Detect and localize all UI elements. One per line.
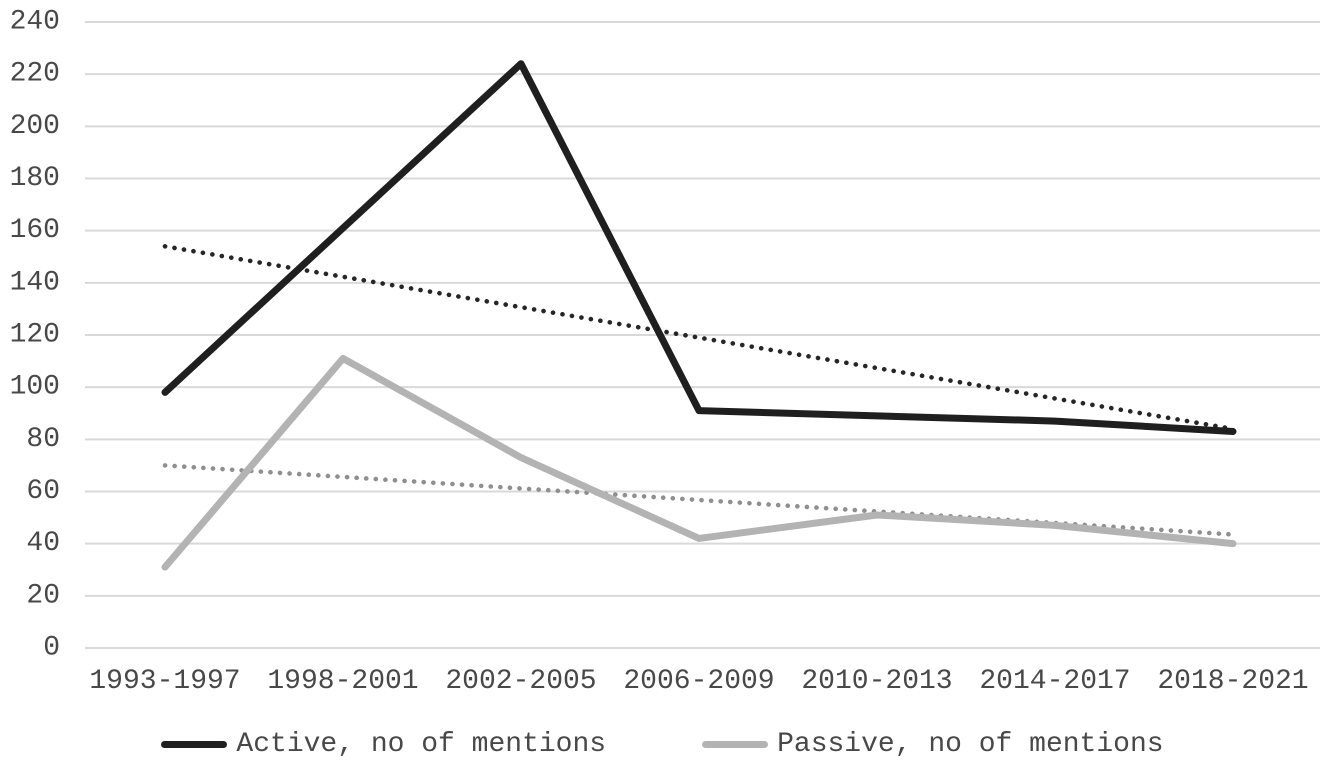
y-tick-label: 100 [10,372,60,403]
x-tick-label: 1998-2001 [267,666,418,697]
chart-plot-area: 0 20 40 60 80 100 120 140 160 180 200 220 240 1993-1… [10,7,1320,697]
x-tick-label: 1993-1997 [89,666,240,697]
legend-label-active: Active, no of mentions [236,728,607,760]
y-tick-label: 220 [10,59,60,90]
y-tick-label: 160 [10,215,60,246]
series-line-active [161,60,1237,436]
trendline-active [162,244,1236,432]
y-tick-label: 0 [43,633,60,664]
series-lines [161,60,1237,571]
legend: Active, no of mentions Passive, no of me… [0,724,1325,764]
x-tick-label: 2006-2009 [623,666,774,697]
y-tick-label: 140 [10,267,60,298]
y-tick-label: 120 [10,320,60,351]
y-tick-label: 240 [10,7,60,38]
y-tick-label: 200 [10,111,60,142]
y-tick-label: 180 [10,163,60,194]
legend-label-passive: Passive, no of mentions [777,728,1164,760]
x-tick-label: 2002-2005 [445,666,596,697]
x-tick-label: 2014-2017 [979,666,1130,697]
passive-line-swatch [702,740,769,748]
active-line-swatch [161,740,228,748]
y-tick-label: 20 [26,580,60,611]
y-tick-label: 60 [26,476,60,507]
x-axis-tick-labels: 1993-1997 1998-2001 2002-2005 2006-2009 2010… [89,666,1308,697]
series-line-passive [161,354,1237,571]
x-tick-label: 2010-2013 [801,666,952,697]
y-tick-label: 80 [26,424,60,455]
y-tick-label: 40 [26,528,60,559]
legend-item-active: Active, no of mentions [161,729,606,760]
gridlines [85,21,1320,649]
x-tick-label: 2018-2021 [1157,666,1308,697]
legend-item-passive: Passive, no of mentions [702,728,1164,760]
y-axis-tick-labels: 0 20 40 60 80 100 120 140 160 180 200 220 240 [10,7,60,664]
